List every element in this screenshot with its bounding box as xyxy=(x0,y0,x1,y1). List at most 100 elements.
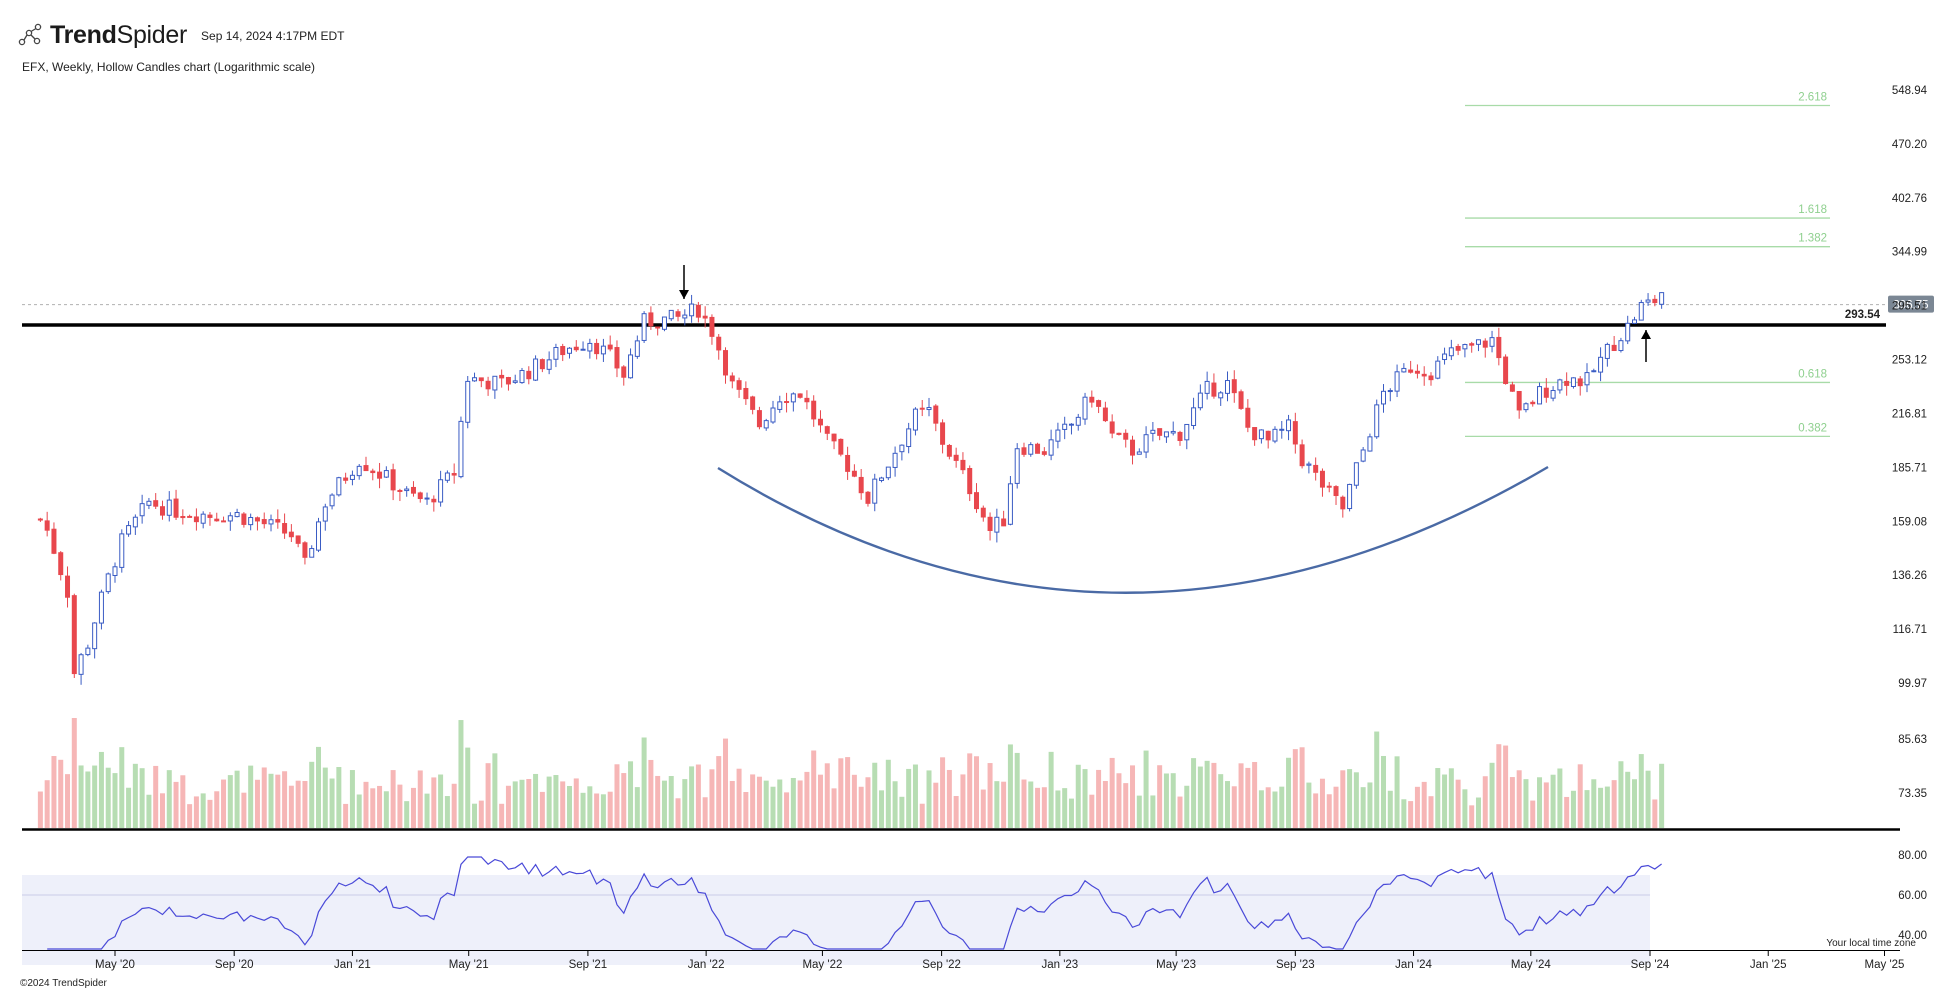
candle-body xyxy=(397,489,403,492)
volume-bar xyxy=(410,787,416,828)
candle-body xyxy=(1028,444,1034,455)
candle-body xyxy=(248,517,254,526)
candle-body xyxy=(227,515,233,522)
volume-bar xyxy=(1292,749,1298,828)
candle-body xyxy=(1096,400,1102,407)
candle-body xyxy=(1319,470,1325,488)
volume-bar xyxy=(132,763,138,828)
volume-bar xyxy=(1367,782,1373,828)
volume-bar xyxy=(1048,751,1054,828)
volume-bar xyxy=(1116,773,1122,828)
volume-bar xyxy=(933,782,939,828)
candle-body xyxy=(1224,380,1230,394)
candle xyxy=(1652,294,1658,307)
candle xyxy=(1503,354,1509,385)
candle xyxy=(417,491,423,503)
time-tick-label: Jan '23 xyxy=(1041,959,1078,971)
candle xyxy=(288,524,294,543)
candle-body xyxy=(926,407,932,411)
rsi-line xyxy=(47,856,1662,950)
volume-bar xyxy=(241,792,247,828)
volume-bar xyxy=(1374,731,1380,828)
candle-body xyxy=(1537,386,1543,405)
candle xyxy=(1374,399,1380,439)
candle-body xyxy=(526,370,532,380)
volume-bar xyxy=(92,765,98,828)
volume-bar xyxy=(512,781,518,828)
candle-body xyxy=(193,516,199,523)
volume-bar xyxy=(594,793,600,828)
candle-body xyxy=(1089,396,1095,403)
candle-body xyxy=(1272,428,1278,442)
volume-bar xyxy=(377,785,383,828)
candle xyxy=(1618,337,1624,353)
candle xyxy=(1421,366,1427,386)
candle xyxy=(933,404,939,432)
volume-bar xyxy=(1598,787,1604,828)
candle-body xyxy=(377,471,383,479)
volume-bar xyxy=(872,762,878,828)
candle-body xyxy=(1116,432,1122,435)
candle-body xyxy=(1143,434,1149,453)
candle xyxy=(573,340,579,352)
candle-body xyxy=(282,523,288,534)
candle xyxy=(1028,442,1034,457)
candle-body xyxy=(1340,496,1346,510)
candle xyxy=(817,410,823,433)
candle xyxy=(987,512,993,541)
candle-body xyxy=(309,548,315,558)
candle xyxy=(187,514,193,518)
candle-body xyxy=(533,358,539,381)
volume-bar xyxy=(254,779,260,828)
fib-label: 1.382 xyxy=(1798,233,1827,245)
candle xyxy=(926,397,932,417)
volume-bar xyxy=(187,804,193,828)
volume-bar xyxy=(1360,787,1366,828)
candle-body xyxy=(811,400,817,420)
time-tick-label: Sep '21 xyxy=(569,959,608,971)
volume-bar xyxy=(892,781,898,828)
candle xyxy=(1292,412,1298,454)
candle-body xyxy=(736,380,742,390)
volume-bar xyxy=(648,759,654,828)
candle-body xyxy=(953,454,959,461)
candle-body xyxy=(505,377,511,385)
rsi-tick-label: 40.00 xyxy=(1898,930,1927,942)
time-tick-label: May '25 xyxy=(1865,959,1905,971)
fib-label: 0.382 xyxy=(1798,422,1827,434)
candle xyxy=(804,390,810,410)
volume-bar xyxy=(628,761,634,828)
candle xyxy=(1177,430,1183,446)
candle-body xyxy=(159,506,165,516)
candle xyxy=(499,369,505,388)
candle-body xyxy=(1435,360,1441,379)
volume-bar xyxy=(899,796,905,828)
volume-bar xyxy=(1075,764,1081,828)
volume-bar xyxy=(1130,765,1136,828)
candle xyxy=(1157,428,1163,441)
candle xyxy=(193,508,199,531)
volume-bar xyxy=(1306,782,1312,828)
candle xyxy=(58,551,64,581)
candle xyxy=(1163,431,1169,443)
volume-bar xyxy=(1245,767,1251,828)
volume-bar xyxy=(1414,786,1420,828)
volume-bar xyxy=(770,786,776,828)
candle-body xyxy=(600,345,606,355)
candle-body xyxy=(1570,377,1576,388)
volume-bar xyxy=(709,769,715,828)
price-tick-label: 548.94 xyxy=(1892,85,1928,97)
rsi-band xyxy=(22,875,1650,965)
candle-body xyxy=(1577,378,1583,387)
candle-body xyxy=(702,315,708,319)
candle xyxy=(349,470,355,486)
volume-bar xyxy=(845,757,851,828)
volume-bar xyxy=(1340,770,1346,828)
candle-body xyxy=(65,575,71,598)
volume-bar xyxy=(879,790,885,828)
candle-body xyxy=(973,492,979,510)
candle xyxy=(1116,432,1122,436)
candle-body xyxy=(1645,299,1651,303)
volume-bar xyxy=(1082,769,1088,828)
